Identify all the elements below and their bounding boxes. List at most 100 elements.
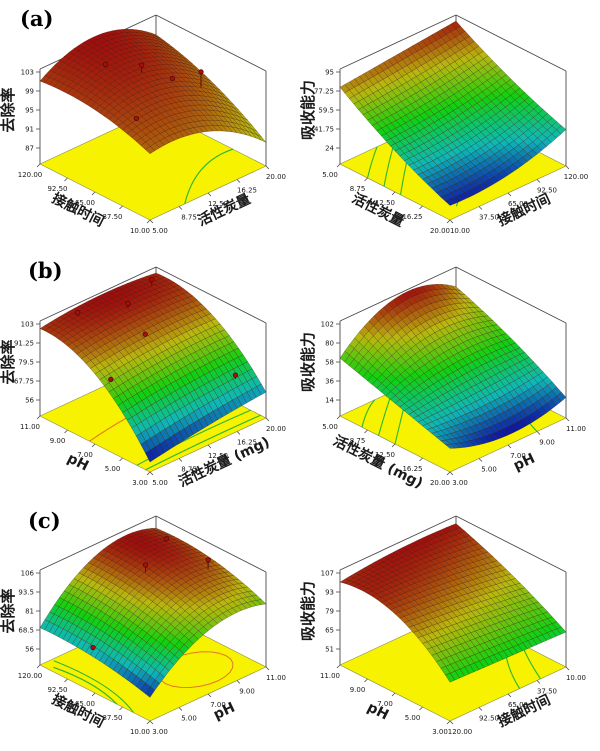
svg-text:37.50: 37.50 [102, 213, 122, 221]
svg-text:9.00: 9.00 [350, 686, 366, 694]
svg-text:11.00: 11.00 [266, 674, 286, 682]
svg-text:去除率: 去除率 [0, 588, 17, 633]
svg-text:37.50: 37.50 [102, 714, 122, 722]
svg-text:3.00: 3.00 [132, 479, 148, 487]
svg-text:107: 107 [321, 570, 334, 578]
surface-mesh [39, 28, 267, 155]
svg-text:5.00: 5.00 [322, 423, 338, 431]
svg-text:58: 58 [325, 359, 334, 367]
svg-text:活性炭量: 活性炭量 [349, 190, 407, 231]
z-axis: 107 93 79 65 51 吸收能力 [300, 570, 340, 654]
svg-text:12.50: 12.50 [208, 452, 228, 460]
panel-label-a: (a) [20, 6, 54, 31]
svg-text:37.50: 37.50 [479, 214, 499, 222]
svg-text:102: 102 [321, 321, 334, 329]
svg-text:10.00: 10.00 [130, 227, 150, 235]
z-axis: 103 91.25 79.5 67.75 56 去除率 [0, 321, 40, 405]
svg-text:11.00: 11.00 [20, 423, 40, 431]
surface-plot-a-left: 103 99 95 91 87 去除率 120.00 92.50 65.00 37.50 10.00… [0, 2, 300, 250]
svg-text:92.50: 92.50 [479, 715, 499, 723]
svg-text:10.00: 10.00 [130, 728, 150, 736]
svg-text:12.50: 12.50 [208, 200, 228, 208]
svg-text:20.00: 20.00 [266, 173, 286, 181]
svg-text:接触时间: 接触时间 [49, 190, 107, 231]
svg-text:11.00: 11.00 [566, 425, 586, 433]
surface-mesh [339, 523, 567, 683]
svg-text:120.00: 120.00 [448, 728, 473, 736]
svg-text:3.00: 3.00 [152, 728, 168, 736]
svg-text:接触时间: 接触时间 [49, 691, 107, 732]
svg-text:16.25: 16.25 [237, 439, 257, 447]
svg-text:120.00: 120.00 [564, 173, 589, 181]
svg-text:5.00: 5.00 [405, 714, 421, 722]
z-axis: 102 80 58 36 14 吸收能力 [300, 321, 340, 405]
panel-label-b: (b) [28, 258, 63, 283]
svg-text:92.50: 92.50 [47, 185, 67, 193]
surface-plot-c-right: 107 93 79 65 51 吸收能力 11.00 9.00 7.00 5.00 3.00 pH 12… [300, 503, 600, 751]
svg-text:59.5: 59.5 [318, 107, 334, 115]
svg-text:56: 56 [25, 646, 34, 654]
svg-text:去除率: 去除率 [0, 339, 17, 384]
svg-text:41.75: 41.75 [314, 126, 334, 134]
svg-text:11.00: 11.00 [320, 672, 340, 680]
svg-text:16.25: 16.25 [402, 465, 422, 473]
svg-text:7.00: 7.00 [77, 451, 93, 459]
svg-text:24: 24 [325, 145, 334, 153]
svg-text:9.00: 9.00 [239, 688, 255, 696]
svg-text:5.00: 5.00 [152, 479, 168, 487]
svg-text:93.5: 93.5 [18, 589, 34, 597]
z-axis: 106 93.5 81 68.5 56 去除率 [0, 570, 40, 654]
svg-text:93: 93 [325, 589, 334, 597]
svg-text:87: 87 [25, 145, 34, 153]
svg-text:81: 81 [25, 608, 34, 616]
svg-text:67.75: 67.75 [14, 378, 34, 386]
svg-text:95: 95 [325, 69, 334, 77]
svg-text:14: 14 [325, 397, 334, 405]
svg-text:92.50: 92.50 [47, 686, 67, 694]
svg-text:103: 103 [21, 69, 34, 77]
svg-text:120.00: 120.00 [18, 171, 43, 179]
svg-text:51: 51 [325, 646, 334, 654]
svg-text:12.50: 12.50 [375, 199, 395, 207]
surface-plot-a-right: 95 77.25 59.5 41.75 24 吸收能力 5.00 8.75 12.50 16.25… [300, 2, 600, 250]
svg-text:92.50: 92.50 [537, 187, 557, 195]
svg-text:95: 95 [25, 107, 34, 115]
svg-text:20.00: 20.00 [430, 227, 450, 235]
svg-text:吸收能力: 吸收能力 [300, 80, 317, 140]
svg-text:65.00: 65.00 [75, 700, 95, 708]
svg-text:5.00: 5.00 [322, 171, 338, 179]
surface-plot-c-left: 106 93.5 81 68.5 56 去除率 120.00 92.50 65.00 37.50 1… [0, 503, 300, 751]
svg-text:9.00: 9.00 [539, 439, 555, 447]
svg-text:79: 79 [325, 608, 334, 616]
svg-text:5.00: 5.00 [105, 465, 121, 473]
svg-text:120.00: 120.00 [18, 672, 43, 680]
surface-plot-b-right: 102 80 58 36 14 吸收能力 5.00 8.75 12.50 16.25 20.00 活性… [300, 254, 600, 502]
svg-text:5.00: 5.00 [481, 466, 497, 474]
svg-text:65.00: 65.00 [508, 701, 528, 709]
surface-plot-b-left: 103 91.25 79.5 67.75 56 去除率 11.00 9.00 7.00 5.00 3… [0, 254, 300, 502]
svg-text:68.5: 68.5 [18, 627, 34, 635]
svg-text:8.75: 8.75 [350, 437, 366, 445]
svg-text:去除率: 去除率 [0, 87, 17, 132]
svg-text:12.50: 12.50 [375, 451, 395, 459]
svg-text:56: 56 [25, 397, 34, 405]
svg-text:16.25: 16.25 [402, 213, 422, 221]
svg-text:16.25: 16.25 [237, 187, 257, 195]
svg-text:5.00: 5.00 [181, 715, 197, 723]
svg-text:65.00: 65.00 [75, 199, 95, 207]
svg-text:7.00: 7.00 [210, 701, 226, 709]
svg-text:接触时间: 接触时间 [495, 691, 553, 730]
svg-text:20.00: 20.00 [266, 425, 286, 433]
svg-text:91.25: 91.25 [14, 340, 34, 348]
z-axis: 95 77.25 59.5 41.75 24 吸收能力 [300, 69, 340, 153]
svg-text:106: 106 [21, 570, 35, 578]
svg-text:吸收能力: 吸收能力 [300, 581, 317, 641]
panel-label-c: (c) [28, 508, 61, 533]
z-axis: 103 99 95 91 87 去除率 [0, 69, 40, 153]
svg-text:7.00: 7.00 [510, 452, 526, 460]
surface-mesh [339, 20, 567, 206]
svg-text:5.00: 5.00 [152, 227, 168, 235]
surface-mesh [39, 272, 267, 463]
svg-text:20.00: 20.00 [430, 479, 450, 487]
